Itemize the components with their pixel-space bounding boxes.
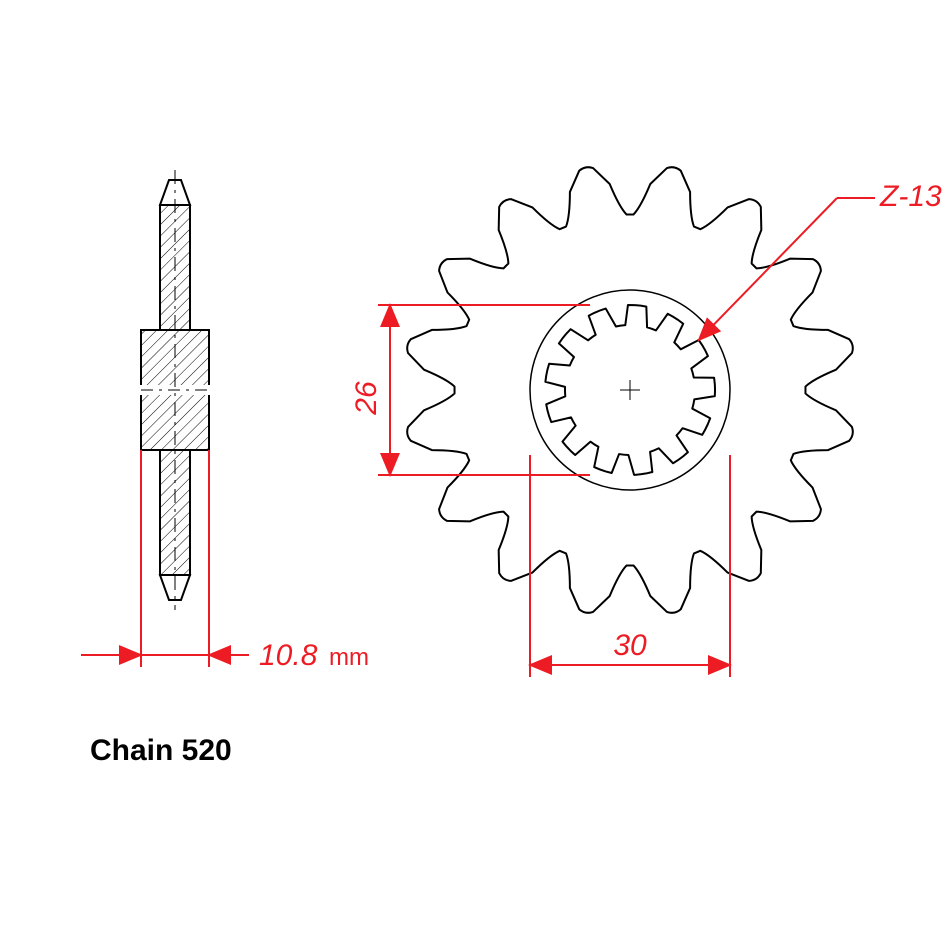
dim-thickness: 10.8 (259, 639, 318, 672)
sprocket-side-view (140, 170, 210, 610)
chain-label: Chain 520 (90, 734, 232, 767)
sprocket-front-view (407, 167, 853, 613)
dimension-annotations: 10.8 mm 30 26 Z-13 (81, 180, 942, 677)
dim-inner-dia: 26 (350, 381, 383, 416)
dim-spline-count: Z-13 (879, 180, 942, 213)
dim-outer-width: 30 (613, 629, 647, 662)
svg-text:mm: mm (329, 644, 369, 671)
